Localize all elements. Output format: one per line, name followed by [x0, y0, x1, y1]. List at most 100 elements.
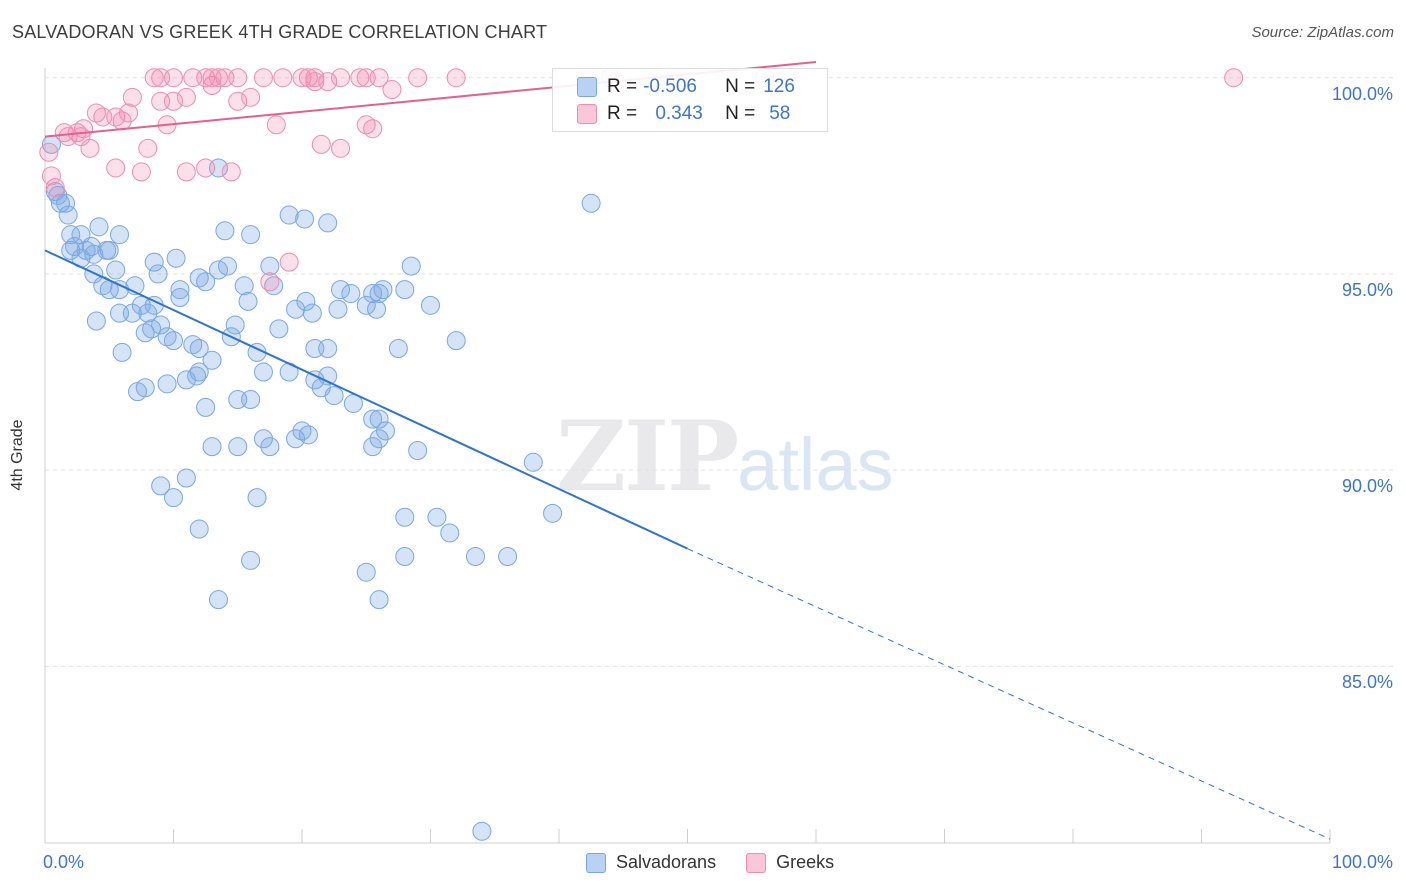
- salvadoran-point: [50, 193, 70, 213]
- greek-point: [363, 119, 383, 139]
- salvadoran-point: [369, 429, 389, 449]
- salvadoran-trend-line: [44, 249, 688, 550]
- greek-point: [122, 87, 142, 107]
- greek-point: [298, 68, 318, 88]
- salvadoran-point: [253, 429, 273, 449]
- greek-point: [311, 134, 331, 154]
- greek-point: [260, 272, 280, 292]
- salvadoran-point: [112, 342, 132, 362]
- greek-point: [305, 68, 325, 88]
- greek-point: [253, 68, 273, 88]
- salvadoran-point: [408, 441, 428, 461]
- greek-point: [408, 68, 428, 88]
- greek-point: [45, 178, 65, 198]
- salvadoran-point: [376, 421, 396, 441]
- salvadoran-point: [56, 193, 76, 213]
- greek-point: [119, 103, 139, 123]
- watermark-zip: ZIP: [556, 400, 739, 513]
- source-label: Source: ZipAtlas.com: [1251, 24, 1394, 41]
- greek-point: [446, 68, 466, 88]
- salvadoran-point: [295, 209, 315, 229]
- watermark: ZIPatlas: [556, 400, 893, 513]
- salvadoran-point: [142, 319, 162, 339]
- salvadoran-point: [328, 299, 348, 319]
- salvadoran-point: [238, 291, 258, 311]
- salvadoran-point: [253, 362, 273, 382]
- salvadoran-point: [331, 280, 351, 300]
- salvadoran-point: [151, 476, 171, 496]
- greek-point: [164, 91, 183, 111]
- series-legend: Salvadorans Greeks: [586, 852, 864, 873]
- salvadoran-point: [86, 311, 106, 331]
- salvadoran-point: [298, 425, 318, 445]
- greek-point: [164, 68, 183, 88]
- greek-point: [369, 68, 389, 88]
- legend-row-greeks: R = 0.343 N = 58: [577, 101, 790, 127]
- chart-title: SALVADORAN VS GREEK 4TH GRADE CORRELATIO…: [12, 22, 548, 42]
- salvadoran-point: [341, 284, 361, 304]
- salvadoran-point: [367, 299, 387, 319]
- greek-point: [208, 68, 228, 88]
- correlation-legend: R = -0.506 N = 126 R = 0.343 N = 58: [552, 68, 828, 132]
- watermark-atlas: atlas: [737, 423, 894, 506]
- salvadoran-point: [465, 547, 485, 567]
- salvadoran-point: [61, 240, 81, 260]
- salvadoran-point: [395, 280, 415, 300]
- salvadoran-point: [395, 507, 415, 527]
- salvadoran-point: [356, 295, 376, 315]
- y-axis-label: 4th Grade: [9, 419, 26, 491]
- salvadoran-point: [157, 374, 177, 394]
- greek-point: [106, 158, 126, 178]
- salvadoran-point: [369, 590, 389, 610]
- legend-n-value: 126: [763, 76, 795, 97]
- salvadoran-point: [279, 205, 299, 225]
- salvadoran-point: [234, 276, 254, 296]
- salvadoran-point: [166, 248, 186, 268]
- salvadoran-point: [61, 225, 81, 245]
- salvadoran-point: [260, 437, 280, 457]
- salvadoran-point: [84, 244, 104, 264]
- salvadoran-point: [138, 303, 158, 323]
- salvadoran-point: [269, 319, 289, 339]
- salvadoran-point: [65, 236, 85, 256]
- salvadoran-point: [395, 547, 415, 567]
- salvadoran-point: [151, 315, 171, 335]
- salvadoran-point: [241, 550, 261, 570]
- greek-point: [176, 87, 196, 107]
- greek-point: [279, 252, 299, 272]
- greek-point: [331, 68, 351, 88]
- salvadoran-point: [215, 221, 235, 241]
- salvadoran-point: [401, 256, 421, 276]
- salvadoran-point: [523, 452, 543, 472]
- data-points: [39, 68, 1244, 841]
- salvadoran-point: [164, 331, 183, 351]
- x-tick-max: 100.0%: [1331, 852, 1393, 872]
- salvadoran-point: [135, 378, 155, 398]
- salvadoran-point: [373, 280, 393, 300]
- legend-n-label: N =: [725, 103, 756, 124]
- legend-r-value: -0.506: [643, 76, 697, 97]
- salvadoran-point: [264, 276, 284, 296]
- salvadoran-point: [388, 338, 408, 358]
- greek-point: [266, 115, 286, 135]
- salvadoran-point: [363, 284, 383, 304]
- greek-point: [202, 76, 222, 96]
- salvadoran-point: [48, 185, 68, 205]
- legend-r-value: 0.343: [655, 103, 703, 124]
- greek-point: [273, 68, 293, 88]
- salvadoran-point: [241, 225, 261, 245]
- axes: [44, 68, 1331, 844]
- salvadoran-point: [225, 315, 245, 335]
- x-tick-min: 0.0%: [43, 852, 85, 872]
- legend-r-label: R =: [607, 76, 638, 97]
- salvadoran-point: [106, 260, 126, 280]
- salvadoran-point: [217, 256, 237, 276]
- salvadoran-point: [247, 488, 267, 508]
- salvadoran-point: [446, 331, 466, 351]
- salvadoran-point: [89, 217, 109, 237]
- grid-lines: [45, 77, 1395, 667]
- salvadoran-point: [260, 256, 280, 276]
- greek-point: [228, 68, 248, 88]
- salvadoran-point: [148, 264, 168, 284]
- legend-n-value: 58: [769, 103, 791, 124]
